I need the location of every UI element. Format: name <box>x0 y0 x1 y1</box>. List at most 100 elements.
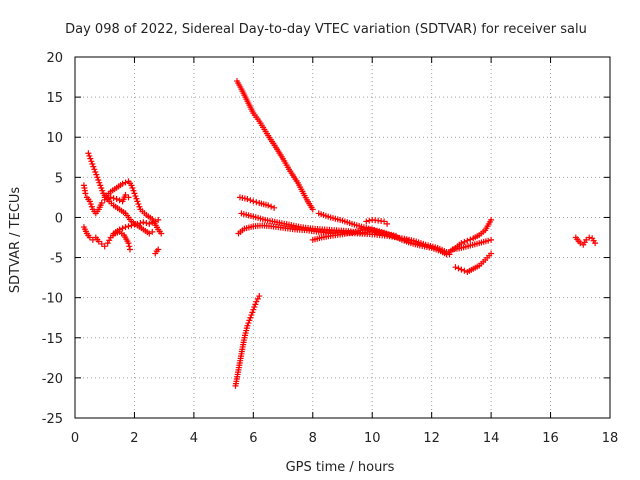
data-point <box>129 185 136 192</box>
x-tick-label: 16 <box>542 431 559 446</box>
data-point <box>140 219 147 226</box>
data-point <box>95 177 102 184</box>
data-point <box>89 160 96 167</box>
y-tick-label: -15 <box>42 332 63 347</box>
data-point <box>87 155 94 162</box>
data-point <box>485 237 492 244</box>
data-point <box>99 187 106 194</box>
data-point <box>125 223 132 230</box>
x-tick-label: 12 <box>423 431 440 446</box>
data-point <box>158 230 165 237</box>
x-tick-label: 4 <box>190 431 198 446</box>
data-point <box>244 322 251 329</box>
y-axis-label: SDTVAR / TECUs <box>8 187 23 294</box>
data-point <box>85 150 92 157</box>
data-point <box>271 204 278 211</box>
data-point <box>90 163 97 170</box>
data-point <box>253 199 260 206</box>
data-point <box>248 312 255 319</box>
data-point <box>97 182 104 189</box>
data-point <box>464 237 471 244</box>
data-point <box>250 198 257 205</box>
data-point <box>94 174 101 181</box>
data-point <box>88 203 95 210</box>
y-tick-labels: -25 -20 -15 -10 -5 0 5 10 15 20 <box>42 51 63 427</box>
data-point <box>467 236 474 243</box>
data-point <box>244 195 251 202</box>
data-point <box>265 202 272 209</box>
axis-ticks <box>74 56 611 419</box>
y-tick-label: 0 <box>55 211 63 226</box>
data-point <box>366 217 373 224</box>
data-point <box>106 237 113 244</box>
y-tick-label: 5 <box>55 171 63 186</box>
grid-lines <box>75 57 610 418</box>
y-tick-label: -5 <box>50 252 63 267</box>
data-point <box>488 216 495 223</box>
data-point <box>133 195 140 202</box>
data-point <box>256 293 263 300</box>
data-point <box>363 218 370 225</box>
data-point <box>247 314 254 321</box>
data-point <box>247 197 254 204</box>
x-tick-labels: 0 2 4 6 8 10 12 14 16 18 <box>71 431 618 446</box>
data-point <box>98 185 105 192</box>
data-point <box>136 203 143 210</box>
data-point <box>125 240 132 247</box>
data-point <box>128 182 135 189</box>
data-point <box>134 220 141 227</box>
data-point <box>82 190 89 197</box>
chart-title: Day 098 of 2022, Sidereal Day-to-day VTE… <box>65 22 587 37</box>
data-point <box>98 200 105 207</box>
data-point <box>252 301 259 308</box>
data-point <box>116 197 123 204</box>
x-axis-label: GPS time / hours <box>286 460 395 475</box>
data-point <box>458 266 465 273</box>
data-point <box>119 180 126 187</box>
data-point <box>130 187 137 194</box>
data-point <box>116 226 123 233</box>
data-point <box>88 158 95 165</box>
data-point <box>452 264 459 271</box>
data-point <box>128 222 135 229</box>
x-tick-label: 14 <box>483 431 500 446</box>
data-point <box>135 201 142 208</box>
y-tick-label: -10 <box>42 292 63 307</box>
data-point <box>250 306 257 313</box>
x-tick-label: 0 <box>71 431 79 446</box>
y-tick-label: -25 <box>42 412 63 427</box>
y-tick-label: 15 <box>46 91 63 106</box>
data-point <box>125 194 132 201</box>
data-point <box>119 225 126 232</box>
data-point <box>146 220 153 227</box>
data-point <box>249 309 256 316</box>
data-point <box>91 166 98 173</box>
data-point <box>122 224 129 231</box>
data-point <box>155 246 162 253</box>
data-point <box>488 250 495 257</box>
data-point <box>101 243 108 250</box>
data-point <box>245 320 252 327</box>
data-point <box>131 190 138 197</box>
data-point <box>155 216 162 223</box>
data-point <box>87 201 94 208</box>
data-point <box>92 168 99 175</box>
y-tick-label: 20 <box>46 51 63 66</box>
data-point <box>104 240 111 247</box>
y-tick-label: 10 <box>46 131 63 146</box>
data-point <box>488 236 495 243</box>
x-tick-label: 18 <box>602 431 619 446</box>
data-point <box>96 179 103 186</box>
x-tick-label: 8 <box>309 431 317 446</box>
y-tick-label: -20 <box>42 372 63 387</box>
plot-frame <box>74 56 611 419</box>
data-point <box>122 179 129 186</box>
data-point <box>132 193 139 200</box>
x-tick-label: 6 <box>249 431 257 446</box>
data-point <box>126 243 133 250</box>
data-points <box>80 78 599 389</box>
data-point <box>86 152 93 159</box>
data-point <box>131 221 138 228</box>
data-point <box>93 171 100 178</box>
